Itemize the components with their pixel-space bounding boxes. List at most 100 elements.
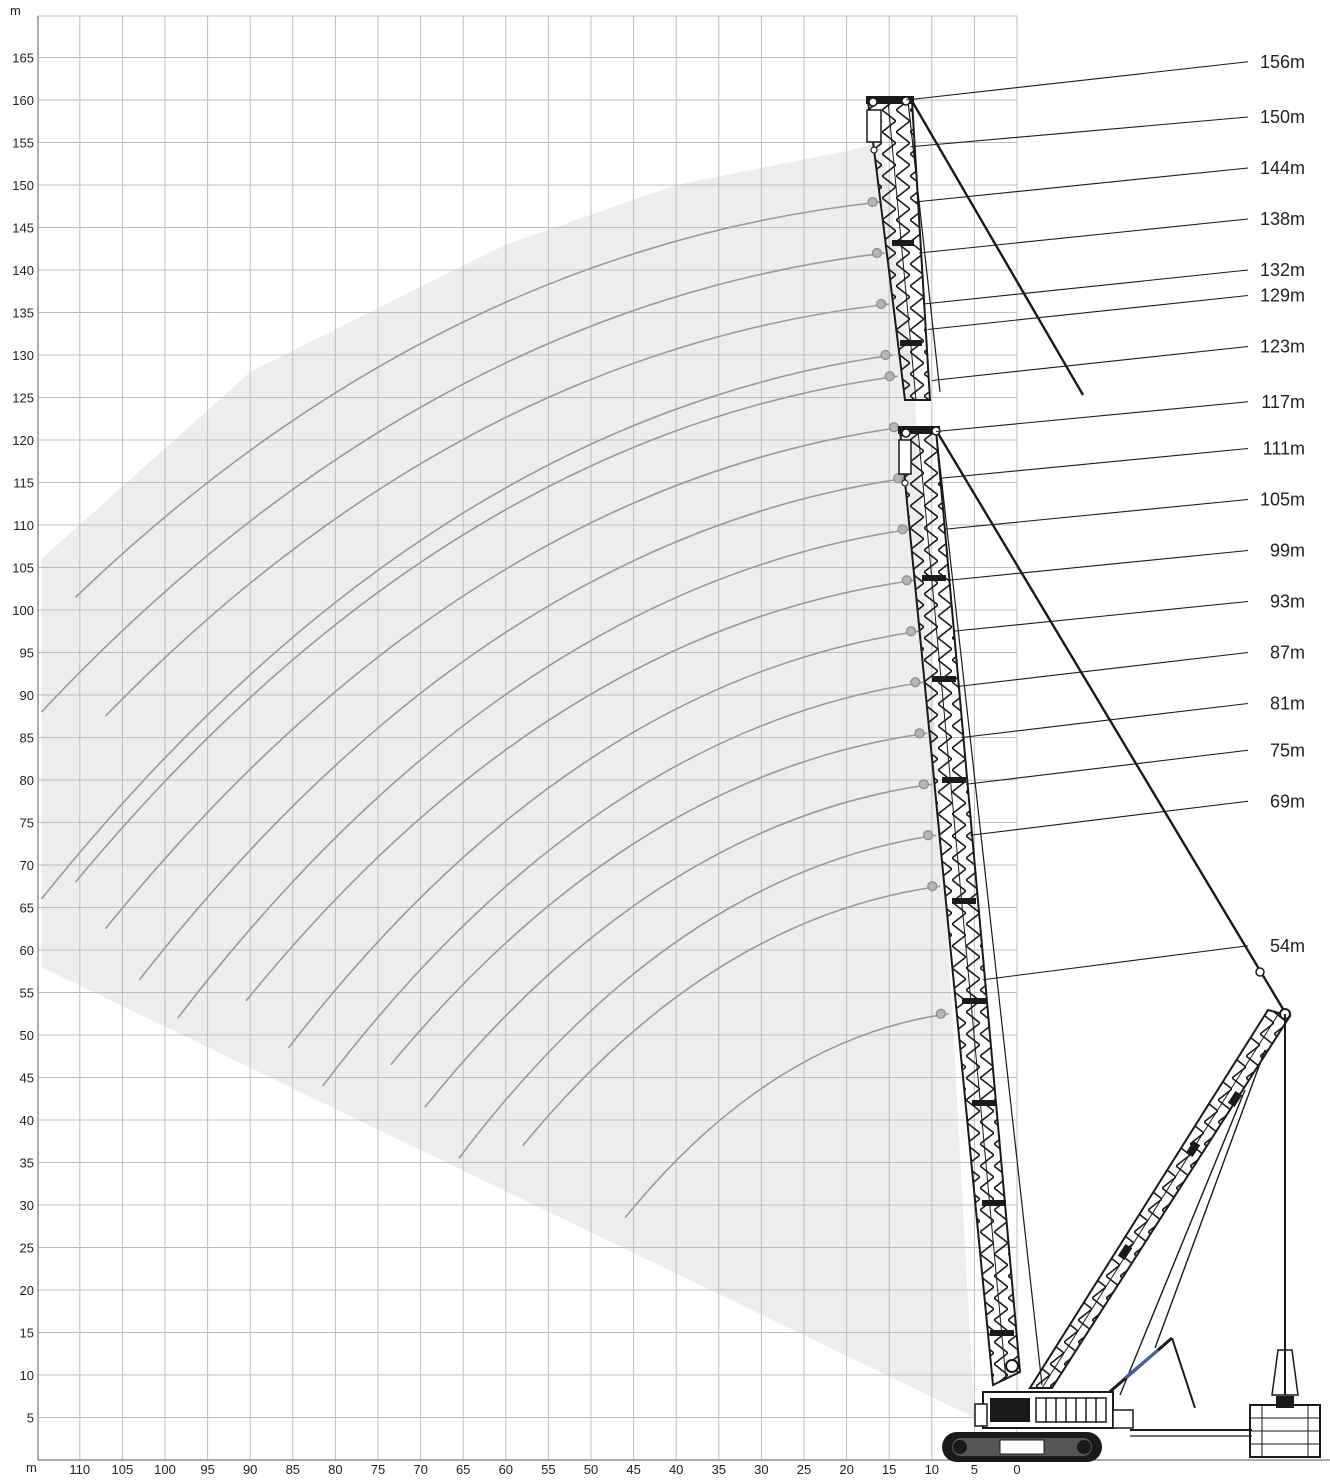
y-tick-label: 100 [12, 603, 34, 618]
boom-leader-line [931, 345, 1249, 382]
x-tick-label: 30 [754, 1462, 768, 1477]
x-tick-label: 80 [328, 1462, 342, 1477]
working-radius-curve [40, 252, 886, 713]
working-radius-curve [390, 732, 928, 1066]
lift-point-marker [876, 298, 887, 310]
boom-leader-line [936, 401, 1249, 433]
lift-point-marker [884, 371, 895, 382]
y-tick-label: 105 [12, 561, 34, 576]
working-radius-curve [40, 354, 894, 900]
lift-point-marker [927, 881, 938, 892]
boom-length-label: 144m [1260, 158, 1305, 178]
boom-leader-line [918, 218, 1249, 254]
boom-leader-line [923, 269, 1249, 305]
working-radius-curve [624, 1012, 949, 1219]
x-tick-label: 90 [243, 1462, 257, 1477]
boom-leader-line [927, 294, 1249, 331]
boom-length-label: 111m [1263, 439, 1305, 459]
x-tick-label: 60 [499, 1462, 513, 1477]
boom-leader-line [910, 116, 1249, 148]
boom-leader-line [957, 651, 1249, 688]
lift-point-marker [935, 1008, 946, 1019]
working-radius-curve [177, 528, 911, 1019]
boom-length-label: 138m [1260, 209, 1305, 229]
x-tick-label: 100 [154, 1462, 176, 1477]
x-tick-label: 70 [413, 1462, 427, 1477]
boom-leader-line [948, 549, 1249, 581]
lift-point-marker [880, 349, 891, 361]
x-tick-label: 0 [1013, 1462, 1020, 1477]
main-boom [898, 426, 1288, 1387]
y-tick-label: 110 [13, 518, 34, 533]
x-tick-label: 55 [541, 1462, 555, 1477]
lift-point-marker [901, 575, 912, 586]
y-tick-label: 95 [20, 646, 34, 661]
y-tick-label: 25 [20, 1241, 34, 1256]
x-tick-label: 50 [584, 1462, 598, 1477]
y-tick-label: 20 [20, 1283, 34, 1298]
lift-point-marker [897, 524, 908, 535]
y-tick-label: 15 [20, 1326, 34, 1341]
y-tick-label: 35 [20, 1156, 34, 1171]
lift-point-marker [905, 626, 917, 637]
y-tick-label: 60 [20, 943, 34, 958]
working-radius-curve [245, 579, 915, 1002]
working-radius-curve [287, 630, 920, 1049]
lift-point-marker [914, 728, 925, 739]
working-radius-curve [74, 375, 898, 883]
x-tick-label: 20 [839, 1462, 853, 1477]
y-tick-label: 10 [20, 1368, 34, 1383]
y-tick-label: 85 [20, 731, 34, 746]
working-radius-curve [321, 681, 924, 1087]
lift-point-marker [910, 677, 921, 688]
x-tick-label: 105 [112, 1462, 134, 1477]
y-tick-label: 155 [12, 136, 34, 151]
boom-leader-line [982, 945, 1249, 981]
lift-point-marker [888, 422, 900, 433]
x-tick-label: 5 [971, 1462, 978, 1477]
lift-point-marker [922, 830, 934, 841]
y-tick-label: 70 [20, 858, 34, 873]
boom-leader-line [944, 498, 1249, 530]
boom-length-label: 117m [1261, 392, 1305, 412]
upper-carriage [974, 1391, 1134, 1429]
x-tick-label: 10 [925, 1462, 939, 1477]
boom-leader-line [970, 800, 1249, 836]
y-tick-label: 160 [12, 93, 34, 108]
crane-illustration [866, 96, 1321, 1462]
lift-point-marker [918, 779, 929, 790]
derrick-mast [1028, 967, 1292, 1396]
upper-boom [866, 96, 1085, 401]
x-tick-label: 75 [371, 1462, 385, 1477]
boom-length-label: 132m [1260, 260, 1305, 280]
y-tick-label: 145 [12, 221, 34, 236]
working-radius-curve [424, 783, 932, 1108]
boom-length-label: 75m [1270, 740, 1305, 760]
y-unit-label: m [10, 3, 21, 18]
boom-length-label: 87m [1270, 643, 1305, 663]
boom-leader-line [914, 167, 1249, 203]
boom-length-label: 156m [1260, 52, 1305, 72]
working-radius-curve [458, 834, 937, 1159]
y-tick-label: 125 [12, 391, 34, 406]
boom-length-label: 99m [1270, 541, 1305, 561]
crawler-undercarriage [942, 1432, 1102, 1462]
x-unit-label: m [26, 1460, 37, 1475]
boom-leader-line [961, 702, 1249, 739]
boom-length-label: 105m [1260, 490, 1305, 510]
y-tick-label: 55 [20, 986, 34, 1001]
y-tick-label: 140 [12, 263, 34, 278]
x-tick-label: 25 [797, 1462, 811, 1477]
lift-point-marker [893, 473, 904, 484]
y-tick-label: 5 [27, 1411, 34, 1426]
working-radius-curve [104, 303, 890, 717]
working-radius-curve [522, 885, 941, 1147]
boom-length-label: 69m [1270, 791, 1305, 811]
y-tick-label: 130 [12, 348, 34, 363]
boom-length-label: 150m [1260, 107, 1305, 127]
y-tick-label: 115 [13, 476, 34, 491]
y-tick-label: 40 [20, 1113, 34, 1128]
working-radius-curve [104, 426, 903, 930]
boom-leader-line [953, 600, 1249, 632]
